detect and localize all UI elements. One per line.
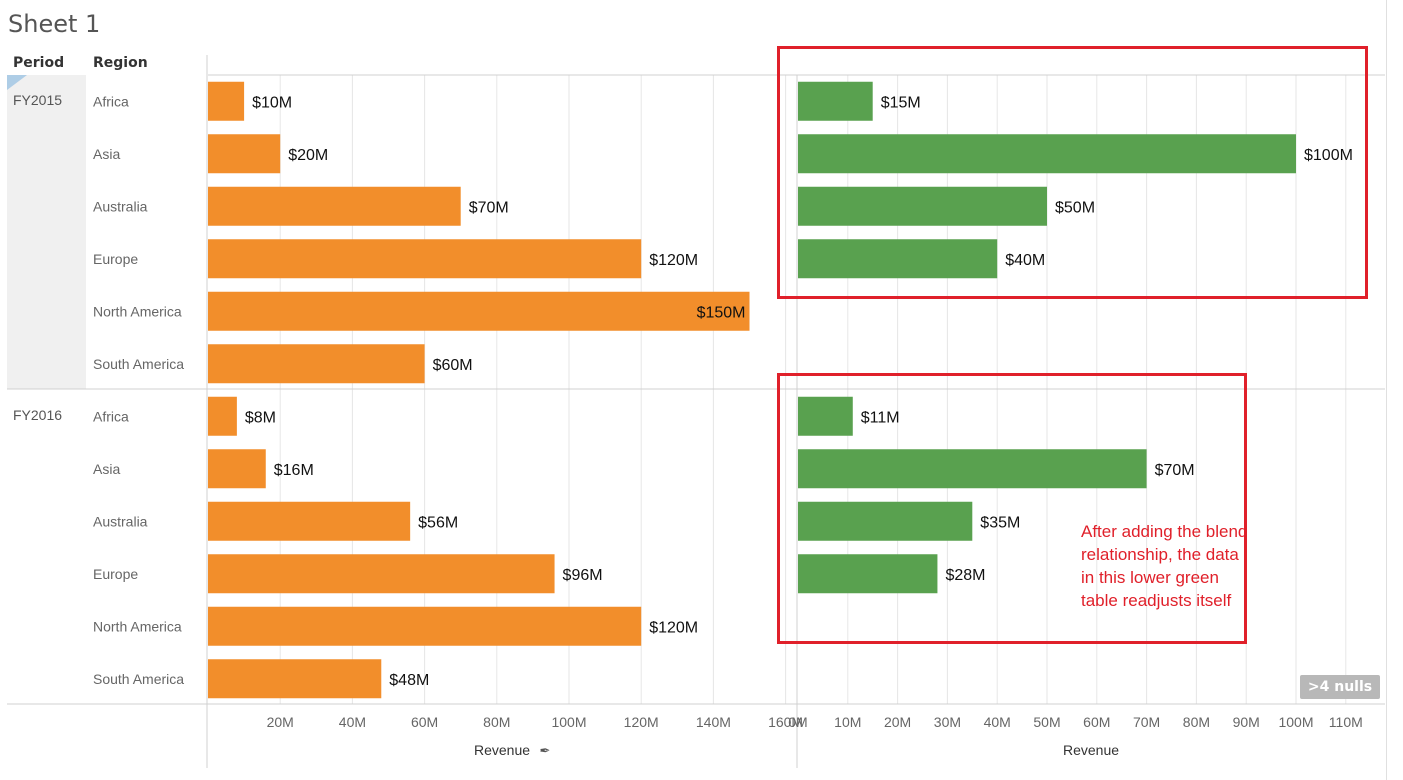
- region-label: Australia: [93, 198, 148, 214]
- period-cell-bg: [7, 75, 86, 389]
- bar: [208, 449, 266, 489]
- bar: [208, 344, 425, 384]
- bar: [208, 501, 411, 541]
- bar: [208, 606, 642, 646]
- data-label: $70M: [1155, 462, 1195, 479]
- tick-label: 60M: [1083, 714, 1110, 730]
- region-label: Asia: [93, 461, 120, 477]
- sheet-border: [1386, 0, 1397, 780]
- bar: [798, 449, 1147, 489]
- tick-label: 40M: [984, 714, 1011, 730]
- tick-label: 100M: [551, 714, 586, 730]
- x-axis-title-left: Revenue: [474, 742, 530, 758]
- data-label: $35M: [980, 514, 1020, 531]
- region-label: Australia: [93, 513, 148, 529]
- bar: [798, 186, 1047, 226]
- tick-label: 20M: [884, 714, 911, 730]
- region-label: South America: [93, 356, 184, 372]
- region-header[interactable]: Region: [93, 55, 148, 71]
- region-label: Europe: [93, 251, 138, 267]
- tick-label: 0M: [788, 714, 807, 730]
- highlight-box-fy2016: [777, 373, 1247, 644]
- period-header[interactable]: Period: [13, 55, 65, 71]
- period-label: FY2016: [13, 407, 62, 423]
- data-label: $16M: [274, 462, 314, 479]
- region-label: Asia: [93, 146, 120, 162]
- tick-label: 50M: [1033, 714, 1060, 730]
- tick-label: 10M: [834, 714, 861, 730]
- tick-label: 30M: [934, 714, 961, 730]
- data-label: $120M: [649, 619, 698, 636]
- bar: [798, 81, 873, 121]
- bar: [798, 554, 938, 594]
- tick-label: 80M: [1183, 714, 1210, 730]
- tick-label: 100M: [1278, 714, 1313, 730]
- bar: [798, 134, 1296, 174]
- nulls-badge[interactable]: >4 nulls: [1300, 675, 1380, 699]
- bar: [798, 239, 998, 279]
- data-label: $20M: [288, 147, 328, 164]
- bar: [208, 81, 245, 121]
- region-label: North America: [93, 618, 182, 634]
- region-label: Africa: [93, 408, 129, 424]
- tick-label: 60M: [411, 714, 438, 730]
- region-label: North America: [93, 303, 182, 319]
- tick-label: 160M: [768, 714, 803, 730]
- selection-corner-icon: [7, 75, 27, 90]
- x-axis-title-right: Revenue: [1063, 742, 1119, 758]
- data-label: $11M: [861, 409, 900, 426]
- sheet-title: Sheet 1: [8, 10, 101, 38]
- data-label: $50M: [1055, 199, 1095, 216]
- bar: [208, 396, 237, 436]
- tick-label: 20M: [267, 714, 294, 730]
- tick-label: 110M: [1329, 714, 1363, 730]
- data-label: $48M: [389, 672, 429, 689]
- data-label: $60M: [433, 357, 473, 374]
- tick-label: 120M: [624, 714, 659, 730]
- data-label: $10M: [252, 94, 292, 111]
- data-label: $100M: [1304, 147, 1353, 164]
- data-label: $96M: [563, 567, 603, 584]
- region-label: Europe: [93, 566, 138, 582]
- data-label: $40M: [1005, 252, 1045, 269]
- data-label: $56M: [418, 514, 458, 531]
- bar: [208, 659, 382, 699]
- highlight-box-fy2015: [777, 46, 1368, 299]
- bar: [208, 554, 555, 594]
- tick-label: 40M: [339, 714, 366, 730]
- bar: [208, 134, 281, 174]
- tick-label: 90M: [1233, 714, 1260, 730]
- tick-label: 70M: [1133, 714, 1160, 730]
- data-label: $150M: [697, 304, 746, 321]
- bar: [208, 291, 750, 331]
- tick-label: 140M: [696, 714, 731, 730]
- bar: [798, 501, 973, 541]
- period-label: FY2015: [13, 92, 62, 108]
- data-label: $120M: [649, 252, 698, 269]
- data-label: $15M: [881, 94, 921, 111]
- annotation-text: After adding the blend relationship, the…: [1081, 522, 1248, 610]
- data-label: $8M: [245, 409, 276, 426]
- pin-icon[interactable]: ✒: [540, 744, 551, 759]
- data-label: $70M: [469, 199, 509, 216]
- region-label: South America: [93, 671, 184, 687]
- bar: [208, 239, 642, 279]
- data-label: $28M: [945, 567, 985, 584]
- region-label: Africa: [93, 93, 129, 109]
- bar: [208, 186, 461, 226]
- tick-label: 80M: [483, 714, 510, 730]
- bar: [798, 396, 853, 436]
